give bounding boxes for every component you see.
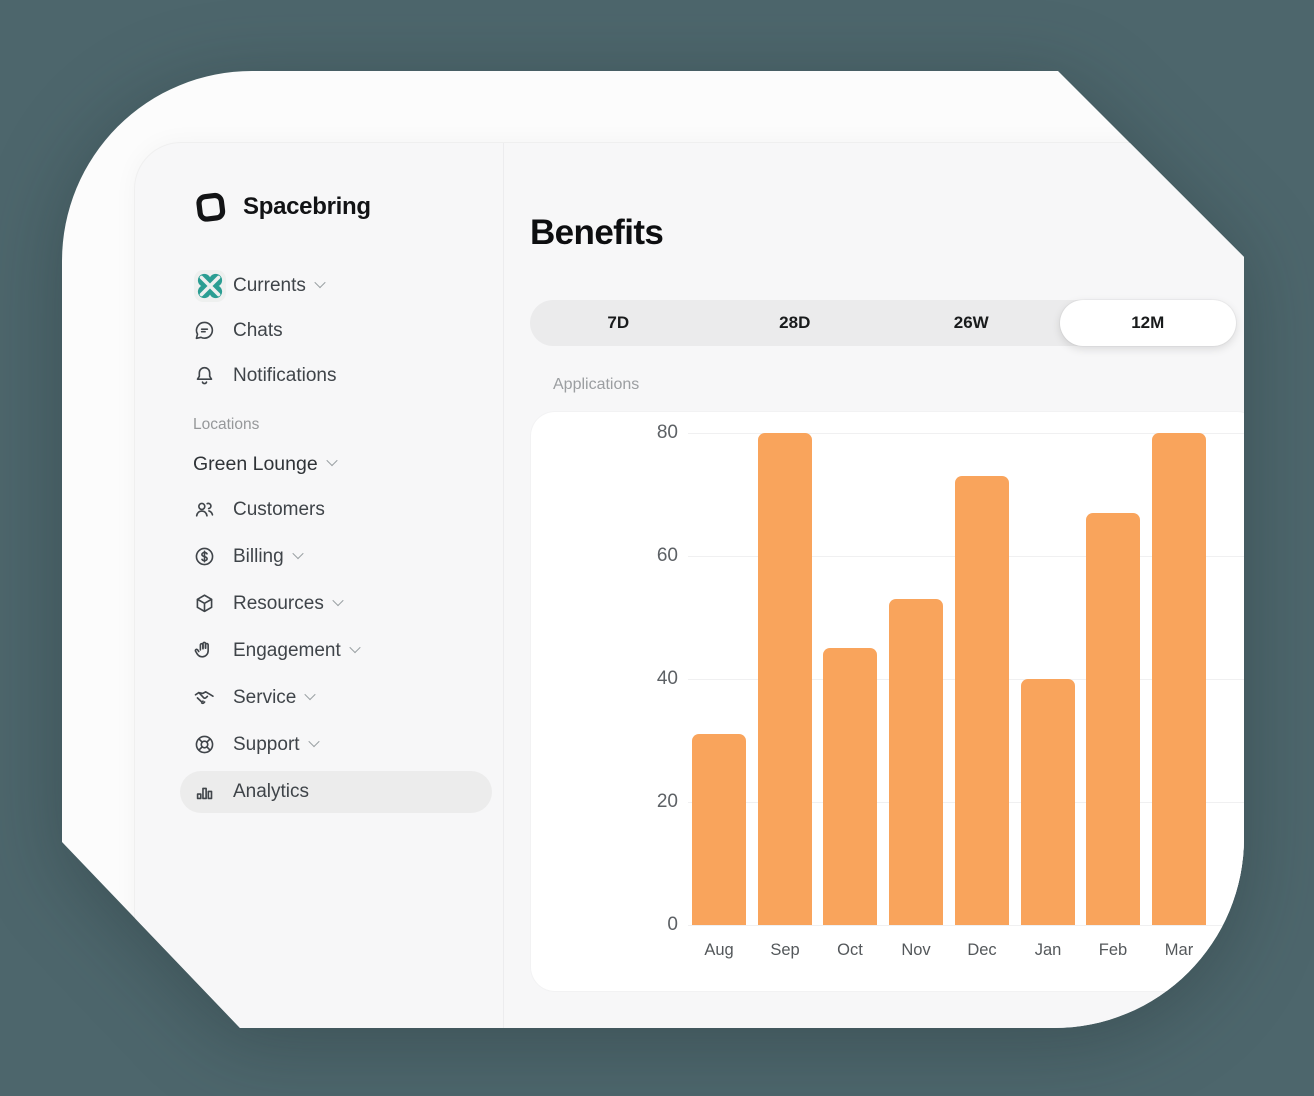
support-icon [193, 733, 227, 756]
sidebar-item-label: Resources [233, 592, 324, 614]
app-window: Spacebring Currents Chats Notifications Lo… [135, 143, 1244, 1028]
y-axis-tick-label: 60 [656, 545, 678, 567]
page-title: Benefits [530, 213, 664, 253]
location-name: Green Lounge [193, 452, 318, 475]
sidebar-item-engagement[interactable]: Engagement [193, 627, 505, 674]
main-content: Benefits 7D 28D 26W 12M Applications 0 20 40 6… [504, 143, 1244, 1028]
notifications-icon [193, 364, 227, 387]
sidebar-item-analytics[interactable]: Analytics [180, 770, 492, 813]
resources-icon [193, 592, 227, 615]
bar-aug [692, 734, 746, 926]
y-axis-tick-label: 40 [656, 668, 678, 690]
sidebar-item-notifications[interactable]: Notifications [193, 353, 505, 398]
page-shape: Spacebring Currents Chats Notifications Lo… [62, 71, 1244, 1028]
sidebar-item-currents[interactable]: Currents [193, 263, 505, 308]
spacebring-logo-icon [193, 189, 229, 225]
chevron-down-icon [314, 276, 326, 288]
sidebar-item-label: Currents [233, 274, 306, 296]
sidebar-item-label: Customers [233, 498, 325, 520]
engagement-icon [193, 639, 227, 662]
location-switcher[interactable]: Green Lounge [193, 442, 503, 486]
chevron-down-icon [349, 641, 361, 653]
x-axis-tick-label: Nov [901, 941, 931, 960]
chart-title: Applications [553, 376, 640, 394]
page-shape-shadow: Spacebring Currents Chats Notifications Lo… [62, 71, 1244, 1028]
sidebar-item-label: Chats [233, 319, 283, 341]
bar-mar [1152, 433, 1206, 926]
customers-icon [193, 498, 227, 521]
chevron-down-icon [326, 454, 338, 467]
bar-dec [955, 476, 1009, 926]
sidebar-item-label: Analytics [233, 780, 310, 802]
date-range-segmented-control: 7D 28D 26W 12M [530, 300, 1236, 347]
range-tab-7d[interactable]: 7D [607, 313, 630, 333]
gridline-y-0 [688, 925, 1244, 927]
chevron-down-icon [332, 594, 344, 606]
range-tab-28d[interactable]: 28D [779, 313, 811, 333]
locations-section-label: Locations [193, 416, 260, 433]
sidebar-item-billing[interactable]: Billing [193, 533, 505, 580]
gridline-y-80 [688, 433, 1244, 435]
bar-oct [823, 648, 877, 926]
sidebar-item-support[interactable]: Support [193, 721, 505, 768]
sidebar-item-label: Notifications [233, 364, 337, 386]
brand-name: Spacebring [243, 193, 371, 220]
sidebar-item-label: Support [233, 733, 300, 755]
range-tab-26w[interactable]: 26W [953, 313, 989, 333]
sidebar: Spacebring Currents Chats Notifications Lo… [135, 143, 504, 1028]
sidebar-item-label: Engagement [233, 639, 341, 661]
sidebar-item-label: Billing [233, 545, 284, 567]
sidebar-item-label: Service [233, 686, 297, 708]
sidebar-item-customers[interactable]: Customers [193, 486, 505, 533]
x-axis-tick-label: Sep [770, 941, 800, 960]
sidebar-nav: Currents Chats Notifications [193, 263, 505, 398]
chevron-down-icon [307, 735, 320, 747]
sidebar-location-items: Customers Billing Resources Engagement Servi… [180, 486, 505, 813]
bar-sep [758, 433, 812, 926]
applications-chart-card: 0 20 40 60 80 Aug Sep Oct Nov Dec Jan Feb Mar [531, 412, 1244, 992]
y-axis-tick-label: 20 [656, 791, 678, 813]
chats-icon [193, 319, 227, 342]
currents-icon [193, 269, 227, 303]
brand-logo[interactable]: Spacebring [193, 187, 503, 227]
chevron-down-icon [304, 688, 317, 700]
chart-plot-area [688, 433, 1244, 927]
y-axis-tick-label: 80 [656, 422, 678, 444]
bar-nov [889, 599, 943, 926]
range-tab-12m[interactable]: 12M [1059, 300, 1236, 347]
billing-icon [193, 545, 227, 568]
x-axis-tick-label: Jan [1034, 941, 1062, 960]
x-axis-tick-label: Oct [837, 941, 863, 960]
chevron-down-icon [292, 547, 304, 559]
sidebar-item-chats[interactable]: Chats [193, 308, 505, 353]
x-axis-tick-label: Dec [967, 941, 997, 960]
bar-feb [1086, 513, 1140, 926]
bar-jan [1021, 679, 1075, 926]
sidebar-item-service[interactable]: Service [193, 674, 505, 721]
analytics-icon [193, 780, 227, 803]
x-axis-tick-label: Aug [704, 941, 734, 960]
y-axis-tick-label: 0 [667, 914, 678, 936]
x-axis-tick-label: Mar [1164, 941, 1194, 960]
sidebar-item-resources[interactable]: Resources [193, 580, 505, 627]
service-icon [193, 686, 227, 709]
x-axis-tick-label: Feb [1098, 941, 1128, 960]
